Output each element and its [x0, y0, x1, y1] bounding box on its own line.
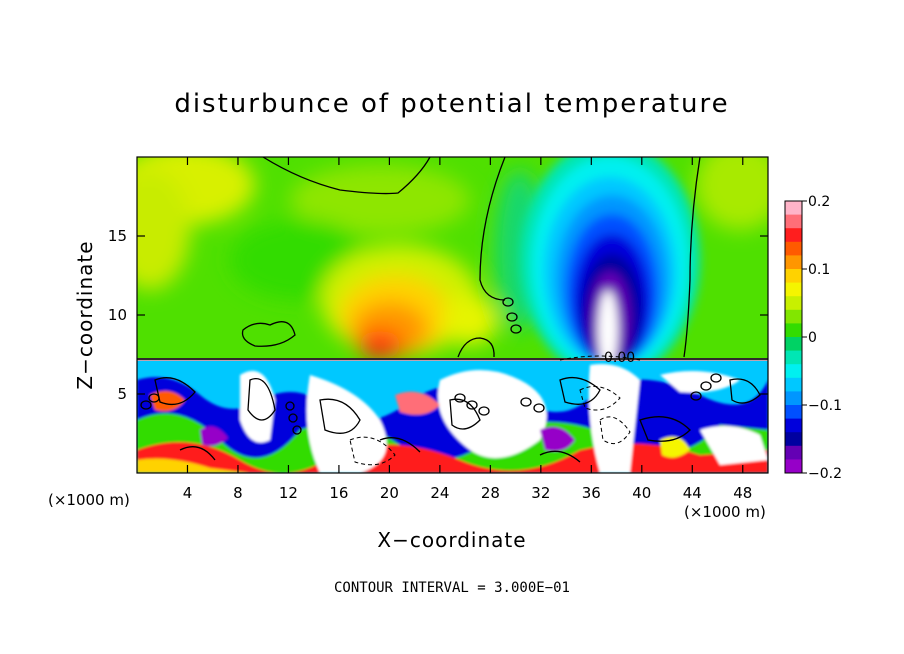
turbulent-layer	[137, 358, 768, 473]
colorbar-tick-label: 0.2	[808, 194, 830, 210]
x-tick-label: 36	[582, 484, 601, 502]
chart-title: disturbunce of potential temperature	[174, 89, 729, 119]
contour-label: 0.00	[604, 350, 635, 366]
colorbar-swatch	[785, 364, 802, 379]
y-tick-label: 5	[117, 385, 127, 403]
x-tick-label: 48	[733, 484, 752, 502]
x-axis: 4 8 12 16 20 24 28 32 36 40 44 48	[183, 157, 752, 502]
x-tick-label: 16	[329, 484, 348, 502]
x-tick-label: 40	[632, 484, 651, 502]
cold-plume	[520, 157, 700, 380]
colorbar-swatch	[785, 337, 802, 352]
x-tick-label: 24	[430, 484, 449, 502]
colorbar-tick-label: −0.2	[808, 466, 842, 482]
colorbar-swatch	[785, 350, 802, 365]
x-tick-label: 20	[380, 484, 399, 502]
x-tick-label: 12	[279, 484, 298, 502]
colorbar: 0.2 0.1 0 −0.1 −0.2	[784, 194, 842, 482]
plot-area: 0.00	[137, 157, 768, 473]
colorbar-swatch	[785, 214, 802, 229]
y-tick-label: 10	[108, 306, 127, 324]
x-axis-label: X−coordinate	[377, 528, 526, 552]
colorbar-swatch	[785, 296, 802, 311]
colorbar-swatch	[785, 377, 802, 392]
upper-field	[137, 157, 768, 359]
colorbar-tick-label: 0	[808, 330, 817, 346]
colorbar-swatch	[785, 323, 802, 338]
colorbar-tick-label: −0.1	[808, 398, 842, 414]
colorbar-swatch	[785, 391, 802, 406]
contour-lines	[137, 157, 768, 463]
x-tick-label: 8	[233, 484, 243, 502]
colorbar-swatch	[785, 432, 802, 447]
y-axis-label: Z−coordinate	[73, 240, 97, 389]
colorbar-tick-label: 0.1	[808, 262, 830, 278]
colorbar-swatch	[785, 405, 802, 420]
x-unit-right: (×1000 m)	[684, 503, 766, 521]
colorbar-swatch	[785, 241, 802, 256]
colorbar-swatch	[785, 255, 802, 270]
x-tick-label: 4	[183, 484, 193, 502]
x-tick-label: 32	[531, 484, 550, 502]
x-unit-left: (×1000 m)	[48, 491, 130, 509]
colorbar-swatch	[785, 418, 802, 433]
contour-interval-note: CONTOUR INTERVAL = 3.000E−01	[334, 580, 570, 596]
colorbar-swatch	[785, 228, 802, 243]
colorbar-swatch	[785, 459, 802, 474]
colorbar-swatch	[785, 445, 802, 460]
colorbar-swatch	[785, 309, 802, 324]
dashed-contours	[349, 355, 641, 466]
y-axis: 5 10 15	[108, 227, 768, 403]
x-tick-label: 44	[683, 484, 702, 502]
y-tick-label: 15	[108, 227, 127, 245]
x-tick-label: 28	[481, 484, 500, 502]
colorbar-swatch	[785, 282, 802, 297]
colorbar-swatch	[785, 201, 802, 216]
colorbar-swatch	[785, 269, 802, 284]
